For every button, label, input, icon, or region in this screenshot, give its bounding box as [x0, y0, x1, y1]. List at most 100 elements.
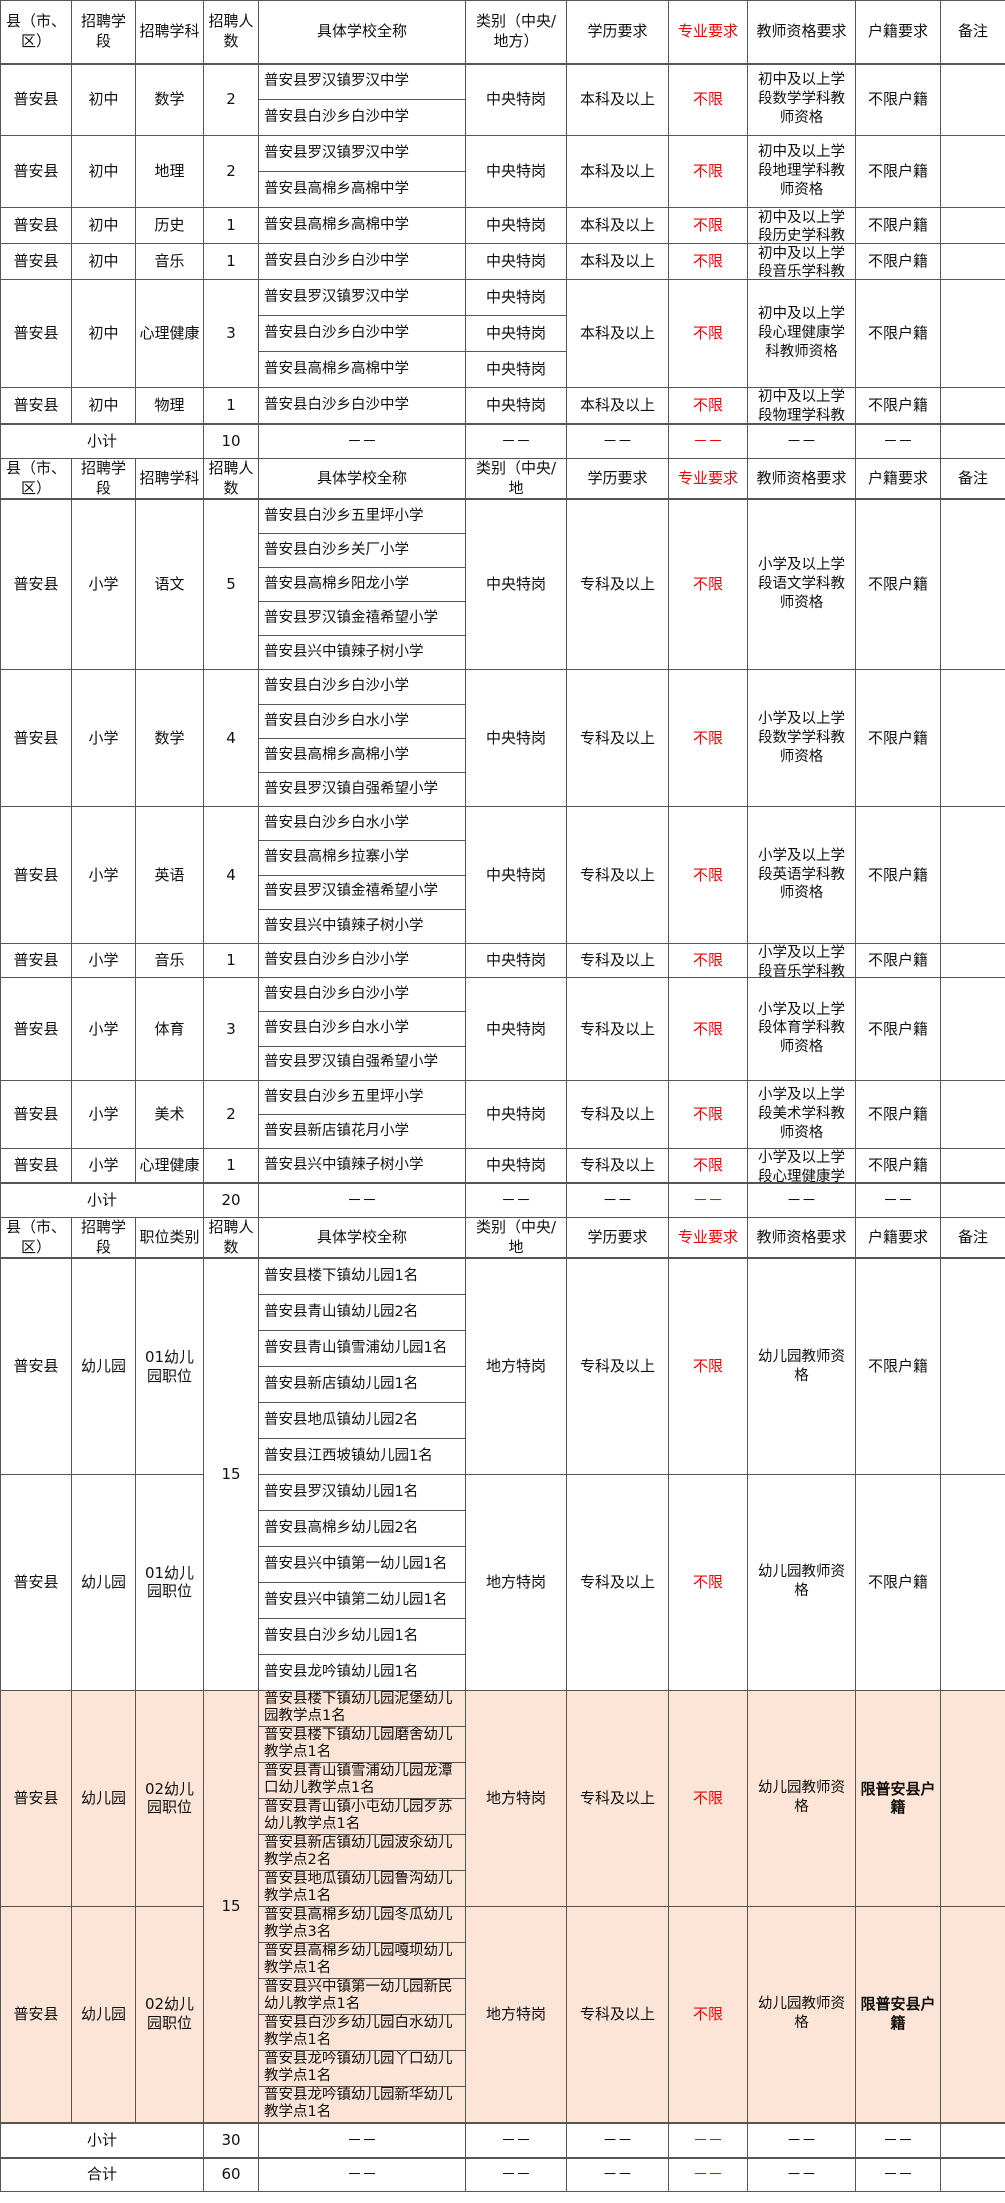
category-cell: 中央特岗: [465, 63, 567, 136]
table-row: 普安县 小学 数学 4 普安县白沙乡白沙小学 中央特岗 专科及以上 不限 小学及以上学段数学学科…: [0, 669, 1005, 808]
school-name-cell: 普安县地瓜镇幼儿园2名: [258, 1401, 466, 1439]
school-name-cell: 普安县罗汉镇罗汉中学: [258, 279, 466, 316]
cert-text: 小学及以上学段音乐学科教: [758, 945, 845, 977]
remark-cell: [940, 806, 1005, 944]
school-name-cell: 普安县江西坡镇幼儿园1名: [258, 1437, 466, 1475]
major-cell: 不限: [668, 1905, 748, 2124]
hukou-cell: 不限户籍: [855, 135, 941, 208]
table-row: 普安县罗汉镇金禧希望小学: [1, 601, 1005, 637]
cert-cell: 小学及以上学段音乐学科教: [747, 942, 856, 979]
stage-cell: 幼儿园: [71, 1689, 136, 1907]
school-name-cell: 普安县兴中镇辣子树小学: [258, 635, 466, 671]
table-row: 普安县高棉乡幼儿园嘎坝幼儿教学点1名: [1, 1941, 1005, 1979]
school-name-cell: 普安县白沙乡五里坪小学: [258, 498, 466, 534]
count-cell: 1: [203, 387, 259, 424]
summary-dash-major: －－: [668, 2156, 748, 2193]
category-cell: 地方特岗: [465, 1689, 567, 1907]
count-cell: 3: [203, 279, 259, 388]
major-cell: 不限: [668, 1473, 748, 1691]
table-row: 普安县龙吟镇幼儿园1名: [1, 1653, 1005, 1691]
major-cell: 不限: [668, 1689, 748, 1907]
remark-cell: [940, 669, 1005, 808]
header-row: 县（市、区） 招聘学段 职位类别 招聘人数 具体学校全称 类别（中央/地 学历要求 专业要求教…: [0, 1217, 1005, 1260]
cert-text: 小学及以上学段数学学科教师资格: [758, 711, 845, 765]
cert-cell: 初中及以上学段历史学科教: [747, 207, 856, 244]
cert-text: 幼儿园教师资格: [758, 1348, 845, 1384]
school-name-cell: 普安县龙吟镇幼儿园新华幼儿教学点1名: [258, 2085, 466, 2124]
school-name-cell: 普安县新店镇幼儿园波汆幼儿教学点2名: [258, 1833, 466, 1871]
header-county: 县（市、区）: [0, 458, 72, 500]
hukou-cell: 不限户籍: [855, 806, 941, 944]
school-name-cell: 普安县罗汉镇幼儿园1名: [258, 1473, 466, 1511]
category-cell: 中央特岗: [465, 279, 567, 316]
stage-cell: 幼儿园: [71, 1905, 136, 2124]
category-cell: 中央特岗: [465, 207, 567, 244]
category-cell: 中央特岗: [465, 1148, 567, 1184]
education-cell: 专科及以上: [566, 1079, 669, 1150]
category-cell: 地方特岗: [465, 1257, 567, 1475]
school-name-cell: 普安县兴中镇第二幼儿园1名: [258, 1581, 466, 1619]
subject-cell: 音乐: [135, 243, 204, 280]
summary-dash-category: －－: [465, 2121, 567, 2159]
table-row: 普安县高棉乡高棉中学 中央特岗: [1, 351, 1005, 388]
education-cell: 专科及以上: [566, 1473, 669, 1691]
table-row: 普安县白沙乡关厂小学: [1, 532, 1005, 568]
count-cell: 2: [203, 63, 259, 136]
school-name-cell: 普安县高棉乡高棉中学: [258, 351, 466, 388]
cert-cell: 初中及以上学段地理学科教师资格: [747, 135, 856, 208]
summary-label: 合计: [0, 2156, 204, 2193]
table-row: 普安县 初中 数学 2 普安县罗汉镇罗汉中学 中央特岗 本科及以上 不限 初中及以上学段数学学科…: [0, 63, 1005, 136]
table-row: 普安县青山镇雪浦幼儿园龙潭口幼儿教学点1名: [1, 1761, 1005, 1799]
cert-text: 初中及以上学段物理学科教: [758, 389, 845, 423]
school-name-cell: 普安县高棉乡高棉中学: [258, 171, 466, 208]
count-cell: 2: [203, 135, 259, 208]
summary-row: 小计 10 －－ －－ －－ －－ －－ －－: [0, 422, 1005, 459]
cert-cell: 初中及以上学段数学学科教师资格: [747, 63, 856, 136]
header-subject: 招聘学科: [135, 458, 204, 500]
summary-dash-major: －－: [668, 1181, 748, 1219]
header-remark: 备注: [940, 1217, 1005, 1260]
remark-cell: [940, 279, 1005, 388]
summary-label: 小计: [0, 2121, 204, 2159]
table-row: 普安县高棉乡高棉中学: [1, 171, 1005, 208]
count-cell: 4: [203, 669, 259, 808]
summary-remark: [940, 1181, 1005, 1219]
header-school-name: 具体学校全称: [258, 1217, 466, 1260]
hukou-cell: 不限户籍: [855, 977, 941, 1081]
summary-row: 小计 30 －－ －－ －－ －－ －－ －－: [0, 2121, 1005, 2159]
education-cell: 本科及以上: [566, 387, 669, 424]
table-row: 普安县白沙乡白水小学: [1, 703, 1005, 739]
summary-dash-school-name: －－: [258, 1181, 466, 1219]
remark-cell: [940, 387, 1005, 424]
cert-text: 初中及以上学段历史学科教: [758, 209, 845, 243]
header-county: 县（市、区）: [0, 1217, 72, 1260]
stage-cell: 小学: [71, 498, 136, 671]
subject-cell: 数学: [135, 63, 204, 136]
county-cell: 普安县: [0, 1079, 72, 1150]
summary-label: 小计: [0, 422, 204, 459]
county-cell: 普安县: [0, 669, 72, 808]
education-cell: 本科及以上: [566, 135, 669, 208]
major-cell: 不限: [668, 498, 748, 671]
county-cell: 普安县: [0, 1148, 72, 1184]
table-row: 普安县兴中镇第二幼儿园1名: [1, 1581, 1005, 1619]
table-row: 普安县新店镇幼儿园波汆幼儿教学点2名: [1, 1833, 1005, 1871]
remark-cell: [940, 63, 1005, 136]
table-row: 普安县罗汉镇自强希望小学: [1, 771, 1005, 808]
category-cell: 地方特岗: [465, 1905, 567, 2124]
category-cell: 中央特岗: [465, 806, 567, 944]
stage-cell: 初中: [71, 63, 136, 136]
summary-dash-school-name: －－: [258, 2121, 466, 2159]
header-cert: 教师资格要求: [747, 1217, 856, 1260]
remark-cell: [940, 243, 1005, 280]
table-row: 普安县 小学 音乐 1 普安县白沙乡白沙小学 中央特岗 专科及以上 不限 小学及以上学段音乐学科…: [0, 942, 1005, 979]
header-education: 学历要求: [566, 0, 669, 65]
table-row: 普安县 小学 英语 4 普安县白沙乡白水小学 中央特岗 专科及以上 不限 小学及以上学段英语学科…: [0, 806, 1005, 944]
school-name-cell: 普安县地瓜镇幼儿园鲁沟幼儿教学点1名: [258, 1869, 466, 1907]
remark-cell: [940, 135, 1005, 208]
summary-dash-major: －－: [668, 2121, 748, 2159]
table-row: 普安县白沙乡幼儿园白水幼儿教学点1名: [1, 2013, 1005, 2051]
cert-cell: 小学及以上学段体育学科教师资格: [747, 977, 856, 1081]
subject-cell: 心理健康: [135, 1148, 204, 1184]
